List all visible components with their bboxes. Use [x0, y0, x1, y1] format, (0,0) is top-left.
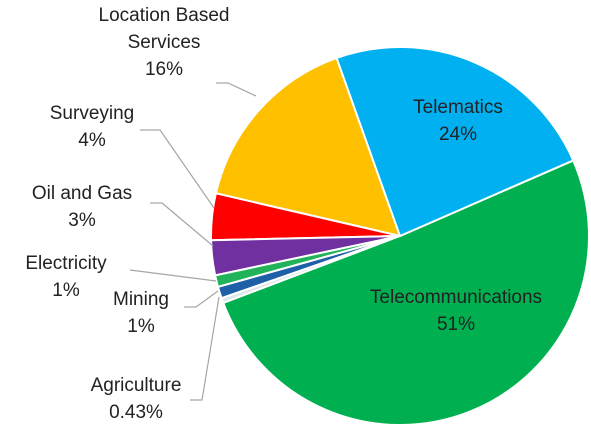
slice-label: Surveying 4% [32, 100, 152, 154]
pie-slice [214, 56, 402, 238]
pie-slice [335, 46, 575, 238]
slice-label: Telecommunications 51% [331, 284, 581, 338]
slice-label: Telematics 24% [378, 94, 538, 148]
category-name: Agriculture [90, 375, 182, 396]
slice-label: Location Based Services 16% [84, 2, 244, 83]
slice-label: Electricity 1% [6, 250, 126, 304]
category-name: Telecommunications [369, 287, 543, 308]
leader-line [216, 82, 257, 97]
leader-line [129, 269, 217, 282]
slice-label: Agriculture 0.43% [66, 372, 206, 426]
value-label: 4% [78, 130, 106, 151]
slice-label: Mining 1% [91, 286, 191, 340]
value-label: 0.43% [109, 402, 163, 423]
pie-slice [221, 159, 590, 426]
category-name: Location Based Services [98, 5, 230, 53]
category-name: Electricity [25, 253, 107, 274]
leader-line [184, 290, 219, 308]
value-label: 24% [438, 124, 478, 145]
category-name: Surveying [49, 103, 135, 124]
leader-line [150, 202, 214, 247]
leader-line [190, 296, 220, 401]
value-label: 3% [68, 210, 96, 231]
value-label: 1% [127, 316, 155, 337]
leader-line [140, 129, 215, 209]
slice-label: Oil and Gas 3% [2, 180, 162, 234]
category-name: Oil and Gas [31, 183, 133, 204]
value-label: 16% [144, 59, 184, 80]
value-label: 1% [52, 280, 80, 301]
value-label: 51% [436, 314, 476, 335]
leader-lines [129, 82, 257, 401]
category-name: Telematics [413, 97, 503, 118]
category-name: Mining [113, 289, 169, 310]
